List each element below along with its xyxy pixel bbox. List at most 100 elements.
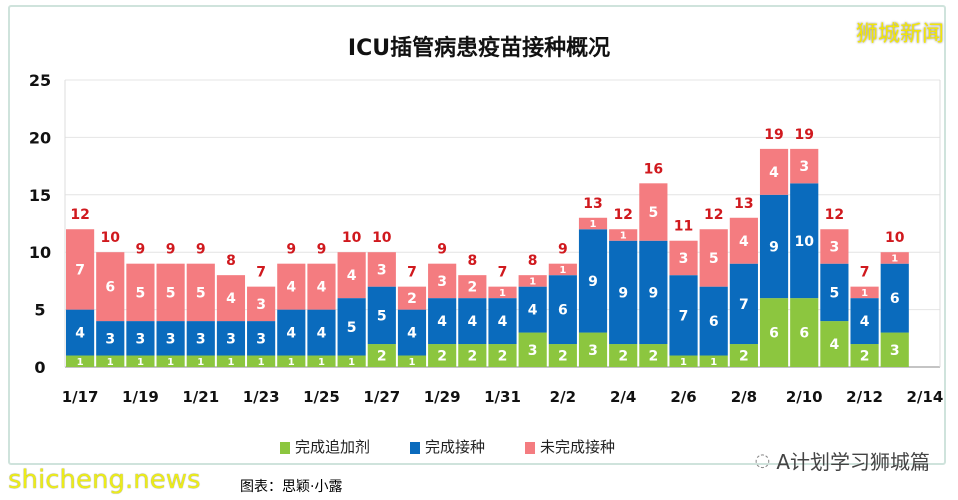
bar-value-label: 4 [769, 165, 779, 181]
bar-segment-completed [578, 229, 608, 333]
legend-label: 完成接种 [425, 438, 486, 456]
bar-value-label: 4 [830, 337, 840, 353]
bar-total-label: 12 [704, 207, 723, 223]
bar-value-label: 1 [529, 277, 536, 288]
bar-segment-completed [186, 321, 215, 356]
bar-segment-booster [699, 355, 728, 367]
bar-value-label: 4 [739, 234, 749, 250]
bar-value-label: 4 [467, 314, 477, 330]
bar-total-label: 19 [794, 127, 813, 143]
bar-value-label: 2 [739, 349, 749, 365]
bar-segment-booster [66, 355, 95, 367]
bar-segment-booster [609, 344, 638, 367]
bar-value-label: 1 [590, 219, 597, 230]
bar-segment-booster [397, 355, 427, 367]
bar-segment-completed [307, 309, 336, 356]
bar-segment-booster [669, 355, 698, 367]
watermark-logo: 狮城新闻 [855, 22, 944, 47]
bar-segment-booster [96, 355, 125, 367]
bar-value-label: 1 [137, 357, 144, 368]
bar-total-label: 12 [70, 207, 89, 223]
x-tick-label: 1/17 [62, 388, 99, 406]
bar-total-label: 7 [407, 265, 417, 281]
bar-segment-incomplete [820, 229, 849, 264]
bar-value-label: 2 [648, 349, 658, 365]
bar-value-label: 1 [891, 254, 898, 265]
bar-segment-incomplete [759, 148, 789, 195]
bar-segment-incomplete [96, 252, 125, 322]
bar-segment-completed [759, 194, 789, 299]
x-tick-label: 1/31 [484, 388, 521, 406]
bar-segment-incomplete [699, 229, 728, 287]
bar-segment-booster [790, 298, 819, 367]
bar-total-label: 13 [734, 196, 753, 212]
y-tick-label: 25 [29, 71, 51, 90]
bar-value-label: 1 [861, 288, 868, 299]
bar-total-label: 9 [558, 242, 568, 258]
bar-segment-completed [277, 309, 306, 356]
bar-total-label: 9 [437, 242, 447, 258]
bar-segment-booster [578, 332, 608, 367]
bar-value-label: 2 [860, 349, 870, 365]
bar-segment-completed [820, 263, 849, 322]
bar-segment-incomplete [639, 183, 668, 241]
bar-value-label: 6 [769, 326, 779, 342]
bar-value-label: 1 [258, 357, 265, 368]
bar-value-label: 4 [347, 268, 357, 284]
bar-value-label: 2 [467, 349, 477, 365]
bar-total-label: 8 [226, 253, 236, 269]
bar-total-label: 7 [860, 265, 870, 281]
x-tick-label: 1/21 [182, 388, 219, 406]
bar-segment-completed [518, 286, 547, 333]
bar-segment-booster [729, 344, 758, 367]
bar-value-label: 1 [167, 357, 174, 368]
chart-frame [8, 5, 946, 465]
bar-value-label: 3 [528, 343, 538, 359]
bar-value-label: 4 [437, 314, 447, 330]
bar-value-label: 3 [256, 297, 266, 313]
bar-value-label: 4 [860, 314, 870, 330]
bar-value-label: 5 [196, 285, 206, 301]
bar-value-label: 5 [830, 285, 840, 301]
y-tick-label: 5 [34, 301, 45, 320]
bar-value-label: 3 [136, 331, 146, 347]
x-tick-label: 1/27 [363, 388, 400, 406]
bar-total-label: 11 [674, 219, 693, 235]
bar-total-label: 19 [764, 127, 783, 143]
bar-segment-incomplete [337, 252, 366, 299]
bar-segment-booster [367, 344, 396, 367]
x-tick-label: 1/25 [303, 388, 340, 406]
chart-title: ICU插管病患疫苗接种概况 [347, 36, 611, 61]
x-tick-label: 2/4 [610, 388, 636, 406]
bar-segment-completed [428, 298, 457, 345]
bar-segment-booster [337, 355, 366, 367]
bar-segment-incomplete [850, 286, 879, 299]
bar-segment-incomplete [186, 263, 215, 322]
bar-segment-completed [669, 275, 698, 356]
bar-value-label: 9 [588, 274, 598, 290]
bar-total-label: 12 [825, 207, 844, 223]
y-tick-label: 20 [29, 128, 51, 147]
bar-value-label: 5 [136, 285, 146, 301]
bar-value-label: 1 [227, 357, 234, 368]
bar-total-label: 9 [166, 242, 176, 258]
bar-total-label: 10 [372, 230, 392, 246]
bar-total-label: 9 [136, 242, 146, 258]
bar-value-label: 4 [317, 326, 327, 342]
bar-value-label: 7 [75, 262, 85, 278]
legend: 完成追加剂 完成接种 未完成接种 [280, 436, 615, 457]
bar-value-label: 2 [407, 291, 417, 307]
x-tick-label: 1/19 [122, 388, 159, 406]
bar-segment-booster [759, 298, 789, 367]
bar-value-label: 4 [528, 303, 538, 319]
x-tick-label: 2/12 [846, 388, 883, 406]
bar-value-label: 5 [166, 285, 176, 301]
bar-segment-booster [247, 355, 276, 367]
bar-value-label: 1 [197, 357, 204, 368]
brand-text: A计划学习狮城篇 [776, 450, 930, 474]
bar-total-label: 12 [613, 207, 632, 223]
bar-value-label: 7 [739, 297, 749, 313]
bar-segment-incomplete [669, 240, 698, 276]
bar-value-label: 3 [256, 331, 266, 347]
